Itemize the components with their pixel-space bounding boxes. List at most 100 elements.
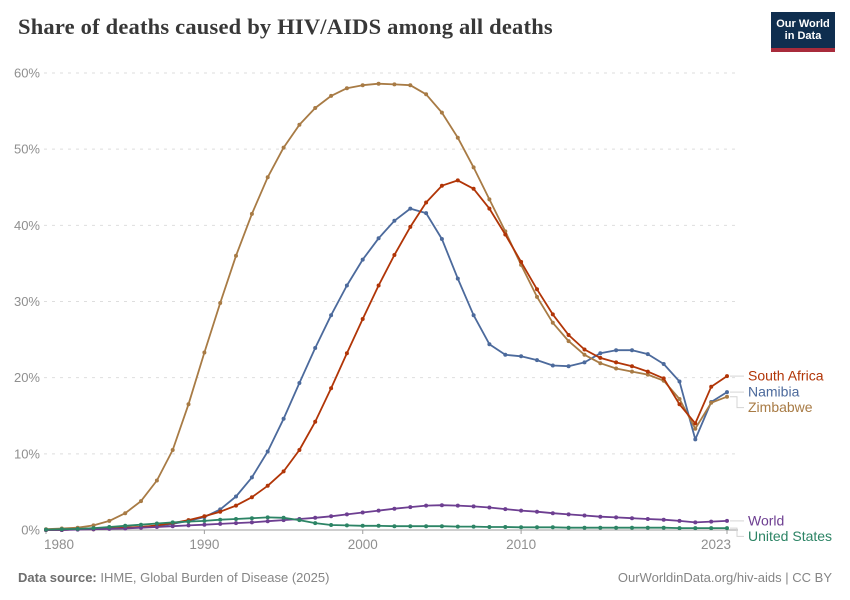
data-point-south-africa-2001 [376,283,381,288]
data-point-united-states-2023 [725,526,729,531]
data-point-zimbabwe-1989 [186,402,191,407]
data-point-united-states-1991 [218,517,223,522]
legend-label-world[interactable]: World [748,512,784,528]
data-point-world-1991 [218,521,223,526]
series-line-united-states [45,516,728,531]
y-tick-label-10: 10% [14,446,40,461]
data-point-united-states-2015 [598,525,603,530]
data-point-namibia-2013 [566,364,571,369]
data-point-united-states-1987 [154,521,159,526]
data-point-zimbabwe-1985 [123,511,128,516]
legend-connector-zimbabwe [730,396,744,409]
data-point-world-2020 [677,518,682,523]
data-point-united-states-1990 [202,518,207,523]
data-point-world-2003 [408,505,413,510]
legend-connector-united-states [730,527,744,537]
data-point-namibia-1994 [265,449,270,454]
data-point-south-africa-2021 [693,421,698,426]
legend-label-namibia[interactable]: Namibia [748,384,800,400]
data-point-united-states-2014 [582,525,587,530]
data-point-south-africa-2011 [535,287,539,292]
data-point-united-states-1983 [91,526,96,531]
y-tick-label-20: 20% [14,370,40,385]
data-point-zimbabwe-2005 [439,110,444,115]
data-point-united-states-2008 [487,525,492,529]
data-point-zimbabwe-1987 [154,478,159,483]
data-point-namibia-2005 [439,237,444,241]
x-tick-label-1990: 1990 [189,537,219,552]
data-point-zimbabwe-1996 [297,122,302,127]
data-point-namibia-1997 [313,346,318,350]
data-point-south-africa-1993 [249,495,254,500]
y-tick-label-60: 60% [14,66,40,81]
data-point-south-africa-2008 [487,206,492,211]
data-point-namibia-2000 [360,257,365,262]
series-line-zimbabwe [45,82,728,531]
data-point-world-1990 [202,522,207,527]
data-point-world-2018 [645,517,650,521]
chart-title: Share of deaths caused by HIV/AIDS among… [18,14,553,39]
data-point-world-2015 [598,514,603,519]
data-point-south-africa-2017 [630,364,634,369]
data-point-united-states-1997 [313,521,318,526]
data-point-world-2010 [519,508,524,513]
data-point-zimbabwe-2011 [535,294,539,299]
data-point-zimbabwe-2020 [677,397,682,401]
data-point-zimbabwe-2021 [693,426,698,431]
data-point-zimbabwe-1998 [329,93,334,98]
legend-label-united-states[interactable]: United States [748,528,832,544]
data-point-world-1986 [139,525,143,530]
data-point-world-1999 [344,512,349,517]
data-point-south-africa-1994 [265,483,270,488]
data-point-south-africa-1995 [281,469,286,474]
data-point-namibia-2009 [503,352,508,357]
data-point-united-states-2011 [535,525,539,530]
data-point-zimbabwe-1991 [218,301,223,305]
data-point-world-2009 [503,507,508,512]
data-point-united-states-1985 [123,523,128,528]
data-point-united-states-2000 [360,523,365,528]
data-source-label: Data source: [18,569,97,585]
data-point-namibia-2007 [471,313,476,318]
data-point-south-africa-1992 [234,503,238,508]
legend-label-south-africa[interactable]: South Africa [748,368,824,384]
data-point-united-states-2016 [614,525,619,530]
data-point-zimbabwe-2012 [550,320,555,325]
data-point-zimbabwe-2004 [424,92,429,97]
data-point-south-africa-1991 [218,509,223,514]
data-point-united-states-1998 [329,523,334,527]
data-point-zimbabwe-2022 [709,400,714,405]
data-point-south-africa-2000 [360,317,365,321]
data-point-united-states-2013 [566,525,571,530]
data-point-united-states-2009 [503,525,508,529]
data-source-note: Data source: IHME, Global Burden of Dise… [18,570,329,585]
data-point-world-2017 [630,516,634,521]
data-point-united-states-1989 [186,519,191,524]
data-point-south-africa-2014 [582,347,587,352]
data-point-world-2016 [614,515,619,520]
data-point-namibia-2017 [630,348,634,353]
data-point-united-states-2007 [471,524,476,529]
data-point-united-states-2019 [661,525,666,530]
data-point-united-states-1994 [265,515,270,520]
data-point-zimbabwe-2001 [376,81,381,86]
data-point-namibia-2018 [645,352,650,357]
data-point-south-africa-2010 [519,259,524,264]
data-point-namibia-1996 [297,381,302,385]
data-point-united-states-2012 [550,525,555,530]
legend-label-zimbabwe[interactable]: Zimbabwe [748,399,813,415]
data-point-south-africa-2012 [550,312,555,317]
data-point-zimbabwe-1990 [202,350,207,355]
data-point-world-2021 [693,520,698,525]
y-tick-label-40: 40% [14,218,40,233]
owid-citation-link[interactable]: OurWorldinData.org/hiv-aids | CC BY [617,569,832,585]
data-point-namibia-2019 [661,362,666,366]
chart-footer: Data source: IHME, Global Burden of Dise… [18,566,832,588]
data-point-world-1987 [154,525,159,529]
data-point-namibia-2008 [487,342,492,347]
data-point-zimbabwe-2007 [471,165,476,170]
data-point-south-africa-2015 [598,355,603,360]
x-tick-label-1980: 1980 [44,537,74,552]
data-point-world-2000 [360,510,365,515]
